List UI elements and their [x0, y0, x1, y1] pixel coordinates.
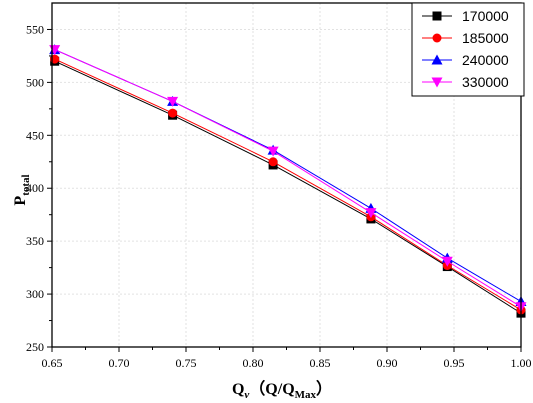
legend-marker [432, 11, 442, 21]
data-point [268, 157, 278, 167]
y-axis-title: Ptotal [12, 174, 32, 205]
legend-marker [431, 54, 443, 65]
data-point [267, 146, 279, 157]
y-tick-label: 300 [26, 287, 44, 301]
series-line [54, 49, 522, 308]
x-tick-label: 0.70 [109, 356, 130, 370]
x-axis-title: Qv（Q/QMax） [232, 380, 332, 401]
legend-marker [431, 77, 443, 88]
y-tick-label: 500 [26, 75, 44, 89]
data-point [167, 96, 179, 107]
data-point [168, 108, 178, 118]
series-line [54, 58, 522, 311]
legend-entry: 330000 [422, 74, 509, 90]
legend-entry: 240000 [422, 52, 509, 68]
x-tick-label: 0.75 [176, 356, 197, 370]
legend-label: 185000 [462, 30, 509, 46]
legend-marker [432, 33, 442, 43]
x-tick-label: 0.85 [310, 356, 331, 370]
legend-label: 330000 [462, 74, 509, 90]
y-tick-label: 350 [26, 234, 44, 248]
x-tick-label: 0.65 [42, 356, 63, 370]
x-tick-label: 0.95 [444, 356, 465, 370]
series-185000 [50, 54, 526, 315]
x-tick-label: 0.80 [243, 356, 264, 370]
y-tick-label: 400 [26, 181, 44, 195]
legend-entry: 170000 [422, 8, 509, 24]
axes: 0.65 0.70 0.75 0.80 0.85 0.90 0.95 1.00 250 300 35… [26, 2, 532, 370]
data-point [441, 256, 453, 267]
legend-entry: 185000 [422, 30, 509, 46]
x-tick-label: 0.90 [377, 356, 398, 370]
x-tick-label: 1.00 [511, 356, 532, 370]
data-point [365, 208, 377, 219]
y-tick-label: 250 [26, 340, 44, 354]
legend: 170000 185000 240000 330000 [411, 2, 525, 97]
series-line [54, 60, 522, 314]
legend-label: 170000 [462, 8, 509, 24]
series-layer [49, 44, 527, 318]
y-tick-label: 550 [26, 22, 44, 36]
legend-label: 240000 [462, 52, 509, 68]
y-tick-label: 450 [26, 128, 44, 142]
